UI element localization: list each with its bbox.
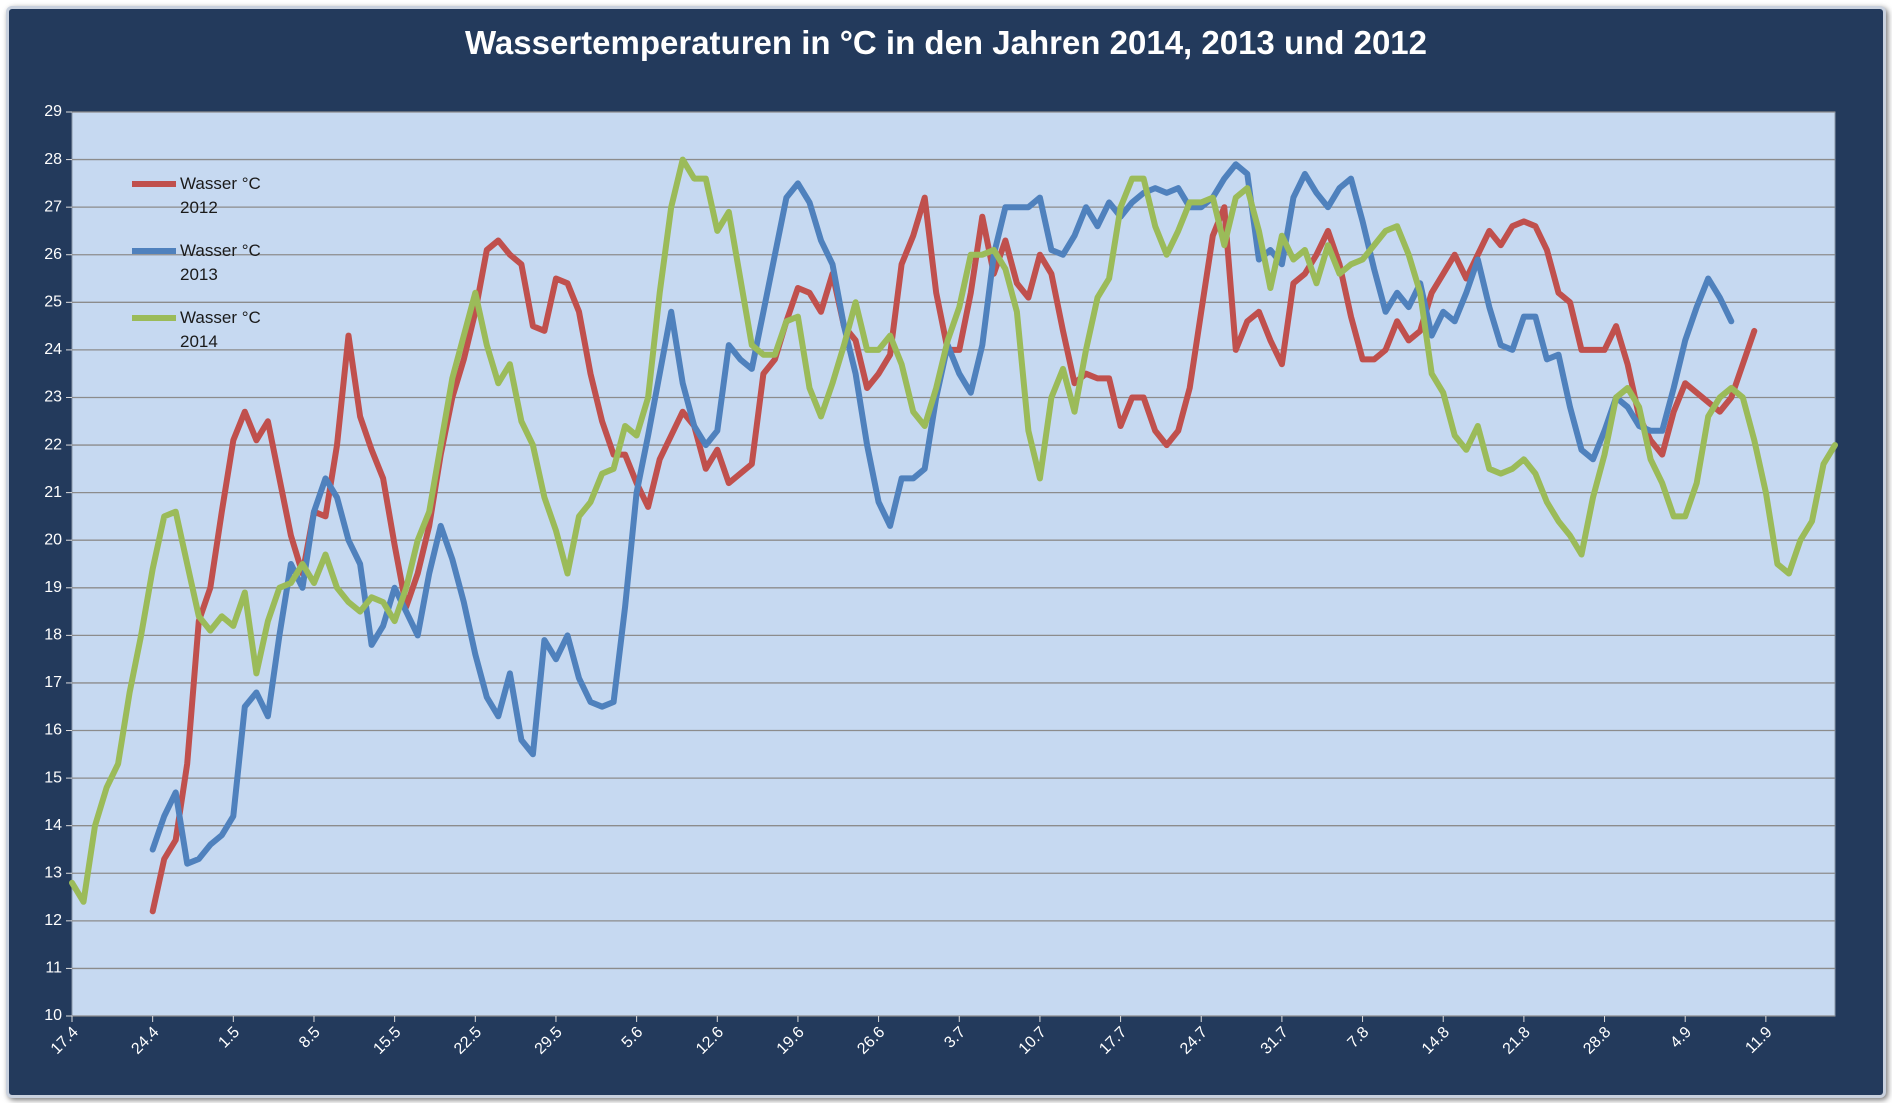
x-tick-label: 8.5	[296, 1024, 324, 1052]
x-tick-label: 1.5	[215, 1024, 243, 1052]
x-tick-label: 17.7	[1096, 1024, 1130, 1058]
y-tick-label: 27	[44, 198, 62, 215]
x-tick-label: 12.6	[693, 1024, 727, 1058]
y-tick-label: 12	[44, 912, 62, 929]
series-line	[149, 194, 1758, 915]
x-tick-label: 10.7	[1016, 1024, 1050, 1058]
x-tick-label: 21.8	[1500, 1024, 1534, 1058]
x-tick-label: 4.9	[1667, 1024, 1695, 1052]
plot-area	[71, 111, 1836, 1017]
y-tick-label: 17	[44, 674, 62, 691]
y-tick-label: 14	[44, 817, 62, 834]
series-line	[69, 156, 1838, 905]
y-tick-label: 22	[44, 436, 62, 453]
legend-swatch	[132, 181, 176, 187]
y-tick-label: 13	[44, 864, 62, 881]
x-tick-label: 24.4	[128, 1024, 162, 1058]
legend-swatch	[132, 315, 176, 321]
y-tick-label: 16	[44, 722, 62, 739]
y-tick-label: 23	[44, 389, 62, 406]
legend-swatch	[132, 248, 176, 254]
x-tick-label: 11.9	[1742, 1024, 1775, 1057]
y-tick-label: 29	[44, 103, 62, 120]
y-tick-label: 10	[44, 1007, 62, 1024]
x-tick-label: 24.7	[1177, 1024, 1211, 1058]
y-tick-label: 24	[44, 341, 62, 358]
y-tick-label: 26	[44, 246, 62, 263]
x-tick-label: 28.8	[1580, 1024, 1614, 1058]
x-tick-label: 29.5	[532, 1024, 566, 1058]
chart-title: Wassertemperaturen in °C in den Jahren 2…	[464, 24, 1428, 61]
y-tick-label: 18	[44, 627, 62, 644]
x-tick-label: 7.8	[1345, 1024, 1373, 1052]
x-tick-label: 31.7	[1258, 1024, 1292, 1058]
y-tick-label: 21	[44, 484, 62, 501]
x-tick-label: 17.4	[48, 1024, 82, 1058]
legend-label: Wasser °C 2012	[180, 174, 261, 217]
legend-label: Wasser °C 2014	[180, 308, 261, 351]
x-tick-label: 15.5	[370, 1024, 404, 1058]
y-tick-label: 25	[44, 294, 62, 311]
y-tick-label: 11	[45, 960, 62, 977]
x-tick-label: 26.6	[854, 1024, 888, 1058]
legend-label: Wasser °C 2013	[180, 241, 261, 284]
y-tick-label: 28	[44, 151, 62, 168]
x-tick-label: 22.5	[451, 1024, 485, 1058]
x-tick-label: 14.8	[1419, 1024, 1453, 1058]
y-tick-label: 20	[44, 531, 62, 548]
x-tick-label: 3.7	[941, 1024, 969, 1052]
y-tick-label: 19	[44, 579, 62, 596]
x-tick-label: 19.6	[774, 1024, 808, 1058]
x-tick-label: 5.6	[619, 1024, 647, 1052]
y-tick-label: 15	[44, 769, 62, 786]
